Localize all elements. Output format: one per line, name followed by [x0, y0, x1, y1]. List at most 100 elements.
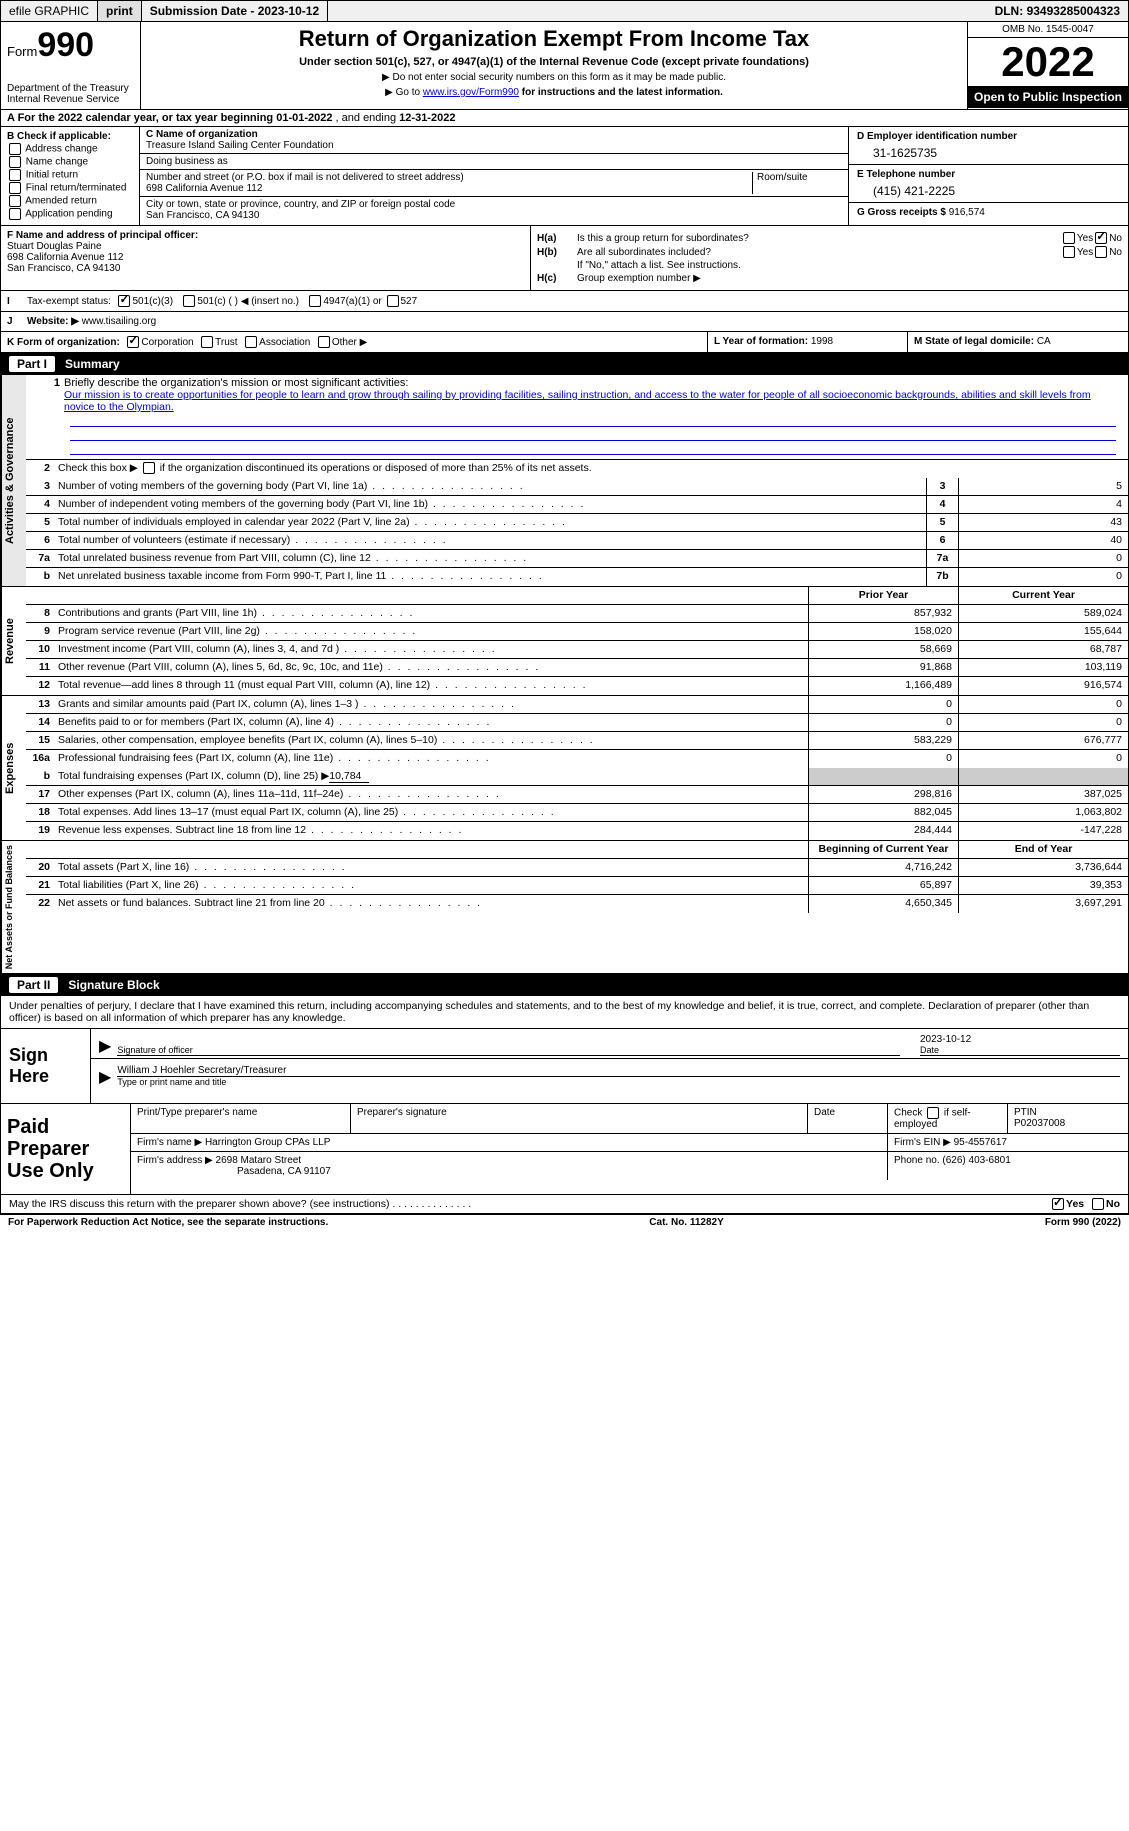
- ha-label: H(a): [537, 233, 577, 244]
- paperwork-notice: For Paperwork Reduction Act Notice, see …: [8, 1217, 328, 1228]
- line-box: 3: [926, 478, 958, 495]
- chk-501c3[interactable]: [118, 295, 130, 307]
- chk-initial-return[interactable]: Initial return: [7, 169, 133, 181]
- hdr-end-year: End of Year: [958, 841, 1128, 858]
- preparer-date-label: Date: [808, 1104, 888, 1133]
- firm-phone-label: Phone no.: [894, 1155, 940, 1166]
- hdr-current-year: Current Year: [958, 587, 1128, 604]
- state-domicile: CA: [1037, 336, 1051, 347]
- hb-question: Are all subordinates included?: [577, 247, 1061, 258]
- chk-self-employed[interactable]: [927, 1107, 939, 1119]
- chk-527[interactable]: [387, 295, 399, 307]
- chk-name-change[interactable]: Name change: [7, 156, 133, 168]
- line-num: 8: [26, 605, 54, 622]
- website-value: www.tisailing.org: [82, 316, 156, 327]
- section-j: J Website: ▶ www.tisailing.org: [0, 312, 1129, 332]
- note2-pre: ▶ Go to: [385, 87, 423, 98]
- year-formation: 1998: [811, 336, 833, 347]
- chk-other[interactable]: [318, 336, 330, 348]
- line-desc: Total assets (Part X, line 16): [54, 859, 808, 876]
- hc-label: H(c): [537, 273, 577, 284]
- cat-no: Cat. No. 11282Y: [328, 1217, 1045, 1228]
- chk-501c[interactable]: [183, 295, 195, 307]
- hb-no-checkbox[interactable]: [1095, 246, 1107, 258]
- prior-year-value: 0: [808, 714, 958, 731]
- line-num: 18: [26, 804, 54, 821]
- gross-receipts-value: 916,574: [949, 207, 985, 218]
- officer-name: Stuart Douglas Paine: [7, 241, 102, 252]
- line-num: 9: [26, 623, 54, 640]
- header-right: OMB No. 1545-0047 2022 Open to Public In…: [968, 22, 1128, 109]
- hdr-beginning-year: Beginning of Current Year: [808, 841, 958, 858]
- line-num: 5: [26, 514, 54, 531]
- section-k: K Form of organization: Corporation Trus…: [1, 332, 708, 352]
- line-num: b: [26, 568, 54, 586]
- current-year-value: 589,024: [958, 605, 1128, 622]
- submission-label: Submission Date -: [150, 4, 258, 18]
- submission-date: 2023-10-12: [258, 4, 319, 18]
- current-year-value: 0: [958, 696, 1128, 713]
- line-num: 11: [26, 659, 54, 676]
- line-num: 19: [26, 822, 54, 840]
- sign-here-label: Sign Here: [1, 1029, 91, 1103]
- chk-corporation[interactable]: [127, 336, 139, 348]
- line-num: 13: [26, 696, 54, 713]
- ptin-label: PTIN: [1014, 1107, 1122, 1118]
- org-name-label: C Name of organization: [146, 129, 842, 140]
- hdr-prior-year: Prior Year: [808, 587, 958, 604]
- chk-association[interactable]: [245, 336, 257, 348]
- discuss-no-checkbox[interactable]: [1092, 1198, 1104, 1210]
- print-button[interactable]: print: [98, 1, 142, 21]
- phone-label: E Telephone number: [857, 169, 1120, 180]
- irs-link[interactable]: www.irs.gov/Form990: [423, 87, 519, 98]
- preparer-name-label: Print/Type preparer's name: [131, 1104, 351, 1133]
- hb-yes-checkbox[interactable]: [1063, 246, 1075, 258]
- chk-final-return[interactable]: Final return/terminated: [7, 182, 133, 194]
- website-label: Website: ▶: [27, 316, 79, 327]
- discuss-yes-checkbox[interactable]: [1052, 1198, 1064, 1210]
- line-desc: Number of voting members of the governin…: [54, 478, 926, 495]
- discuss-question: May the IRS discuss this return with the…: [9, 1198, 390, 1210]
- dln-cell: DLN: 93493285004323: [987, 1, 1128, 21]
- prior-year-value: 91,868: [808, 659, 958, 676]
- chk-trust[interactable]: [201, 336, 213, 348]
- form-id: Form 990 (2022): [1045, 1217, 1121, 1228]
- org-name: Treasure Island Sailing Center Foundatio…: [146, 140, 842, 151]
- line-desc: Other revenue (Part VIII, column (A), li…: [54, 659, 808, 676]
- blank: [26, 587, 54, 604]
- line2-num: 2: [26, 460, 54, 478]
- ha-yes-checkbox[interactable]: [1063, 232, 1075, 244]
- section-c: C Name of organization Treasure Island S…: [140, 127, 849, 225]
- discuss-row: May the IRS discuss this return with the…: [0, 1195, 1129, 1214]
- current-year-value: 3,736,644: [958, 859, 1128, 876]
- ha-no-checkbox[interactable]: [1095, 232, 1107, 244]
- topbar: efile GRAPHIC print Submission Date - 20…: [0, 0, 1129, 22]
- header-left: Form990 Department of the Treasury Inter…: [1, 22, 141, 109]
- section-f: F Name and address of principal officer:…: [1, 226, 531, 290]
- current-year-value: 916,574: [958, 677, 1128, 695]
- paid-preparer-block: Paid Preparer Use Only Print/Type prepar…: [0, 1104, 1129, 1195]
- dba-label: Doing business as: [146, 156, 842, 167]
- chk-discontinued[interactable]: [143, 462, 155, 474]
- street-label: Number and street (or P.O. box if mail i…: [146, 172, 752, 183]
- current-year-value: 39,353: [958, 877, 1128, 894]
- chk-address-change[interactable]: Address change: [7, 143, 133, 155]
- expenses-section: Expenses 13 Grants and similar amounts p…: [0, 696, 1129, 841]
- line-num: 22: [26, 895, 54, 913]
- name-title-label: Type or print name and title: [117, 1077, 1120, 1087]
- signature-intro-text: Under penalties of perjury, I declare th…: [9, 1000, 1089, 1024]
- chk-application-pending[interactable]: Application pending: [7, 208, 133, 220]
- city-value: San Francisco, CA 94130: [146, 210, 842, 221]
- chk-amended-return[interactable]: Amended return: [7, 195, 133, 207]
- prior-year-value: 158,020: [808, 623, 958, 640]
- chk-4947[interactable]: [309, 295, 321, 307]
- section-b-label: B Check if applicable:: [7, 131, 133, 142]
- hb-label: H(b): [537, 247, 577, 258]
- firm-ein-label: Firm's EIN ▶: [894, 1137, 951, 1148]
- form-subtitle: Under section 501(c), 527, or 4947(a)(1)…: [149, 56, 959, 68]
- section-klm: K Form of organization: Corporation Trus…: [0, 332, 1129, 353]
- prior-year-value: 4,650,345: [808, 895, 958, 913]
- j-label: J: [7, 316, 19, 327]
- firm-name-value: Harrington Group CPAs LLP: [205, 1137, 330, 1148]
- open-to-public: Open to Public Inspection: [968, 86, 1128, 108]
